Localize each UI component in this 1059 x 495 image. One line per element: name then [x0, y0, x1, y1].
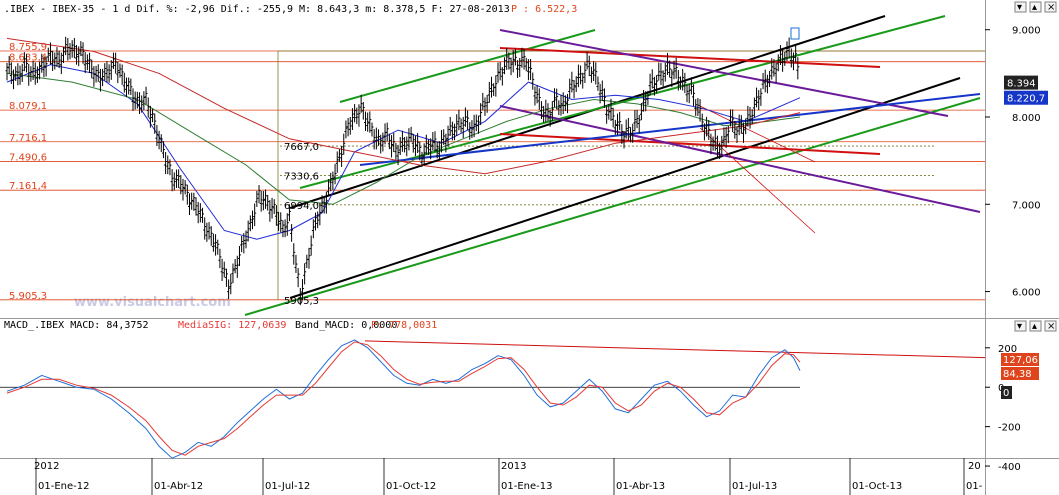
- x-tick-label: 01-Ene-12: [38, 481, 89, 492]
- price-header-p: P : 6.522,3: [511, 4, 577, 15]
- macd-value-tag: [1001, 386, 1012, 399]
- price-tag-label: 8.394: [1007, 79, 1036, 90]
- x-tick-label: 01-Jul-13: [732, 481, 777, 492]
- level-label: 7.490,6: [9, 152, 47, 163]
- x-tick-label: 01-Oct-12: [386, 481, 436, 492]
- blue-trendline: [359, 93, 981, 166]
- y-tick-label: 6.000: [1012, 288, 1041, 299]
- level-label: 8.633,4: [9, 53, 47, 64]
- macd-maximize-icon: ▴: [1032, 321, 1037, 332]
- purple-downtrend-upper: [499, 29, 949, 117]
- maximize-button[interactable]: [1029, 1, 1042, 13]
- level-label: 7.716,1: [9, 133, 47, 144]
- x-tick-label: 01-Ene-13: [501, 481, 552, 492]
- price-annotations: 7667,0 7330,6 6994,0 5905,3: [284, 142, 319, 307]
- minimize-icon: ▾: [1017, 2, 1022, 13]
- macd-trendline: [364, 340, 986, 359]
- trendlines: [244, 15, 981, 316]
- annotation-label: 5905,3: [284, 296, 319, 307]
- maximize-icon: ▴: [1032, 2, 1037, 13]
- red-support-line: [499, 133, 881, 155]
- y-tick-label: 9.000: [1012, 26, 1041, 37]
- price-tag: [1004, 90, 1048, 105]
- close-button[interactable]: [1044, 1, 1057, 13]
- annotation-label: 6994,0: [284, 201, 319, 212]
- macd-minimize-button[interactable]: [1014, 320, 1027, 332]
- price-bars: [5, 36, 800, 306]
- macd-maximize-button[interactable]: [1029, 320, 1042, 332]
- macd-minimize-icon: ▾: [1017, 321, 1022, 332]
- green-channel-top: [339, 29, 596, 103]
- year-label: 20: [968, 461, 981, 472]
- macd-series-2: [6, 341, 801, 456]
- y-tick-label: 7.000: [1012, 200, 1041, 211]
- x-tick-label: 01-Abr-13: [616, 481, 665, 492]
- green-channel-lower: [244, 97, 981, 316]
- price-panel-buttons: ▾ ▴ ×: [1014, 1, 1057, 13]
- ma-line-3: [6, 37, 801, 175]
- y-tick-label: 8.000: [1012, 113, 1041, 124]
- close-icon: ×: [1047, 2, 1055, 13]
- macd-panel-buttons: ▾ ▴ ×: [1014, 320, 1057, 332]
- macd-close-icon: ×: [1047, 321, 1055, 332]
- macd-header-signal: MediaSIG: 127,0639: [178, 320, 286, 331]
- macd-header-p: P: 778,0031: [371, 320, 437, 331]
- macd-header-name: MACD_.IBEX MACD: 84,3752: [4, 320, 149, 331]
- macd-close-button[interactable]: [1044, 320, 1057, 332]
- macd-value-tag: [1001, 353, 1039, 366]
- level-label: 5.905,3: [9, 291, 47, 302]
- annotation-label: 7330,6: [284, 171, 319, 182]
- price-axis: 6.000 7.000 8.000 9.000 8.394 8.220,7: [985, 26, 1048, 299]
- level-label: 7.161,4: [9, 181, 47, 192]
- price-tag-label: 8.220,7: [1007, 94, 1045, 105]
- red-resistance-line: [499, 47, 881, 68]
- purple-downtrend-lower: [499, 105, 981, 213]
- macd-header-band: Band_MACD: 0,0000: [295, 320, 397, 331]
- minimize-button[interactable]: [1014, 1, 1027, 13]
- macd-value-tag-label: 127,06: [1003, 355, 1038, 366]
- watermark: www.visualchart.com: [74, 295, 231, 310]
- year-label: 2012: [34, 461, 59, 472]
- macd-y-tick-label: 200: [998, 344, 1017, 355]
- red-thin-line-2: [699, 105, 816, 163]
- x-tick-label: 01-Oct-13: [852, 481, 902, 492]
- x-tick-label: 01-Jul-12: [265, 481, 310, 492]
- time-axis: 01-Ene-12 01-Abr-12 01-Jul-12 01-Oct-12 01-E…: [34, 458, 983, 495]
- macd-y-tick-label: -400: [998, 462, 1021, 473]
- macd-series-1: [6, 339, 801, 459]
- level-label: 8.079,1: [9, 101, 47, 112]
- black-channel-lower: [289, 77, 961, 299]
- price-tag: [1004, 75, 1038, 90]
- macd-value-tag: [1001, 367, 1039, 380]
- marker-box: [790, 27, 800, 40]
- macd-value-tag-label: 0: [1003, 388, 1009, 399]
- price-header: .IBEX - IBEX-35 - 1 d Dif. %: -2,96 Dif.…: [4, 4, 510, 15]
- annotation-label: 7667,0: [284, 142, 319, 153]
- macd-value-tag-label: 84,38: [1003, 369, 1032, 380]
- x-tick-label: 01-: [966, 481, 983, 492]
- level-label: 8.755,9: [9, 42, 47, 53]
- macd-y-tick-label: -200: [998, 423, 1021, 434]
- x-tick-label: 01-Abr-12: [154, 481, 203, 492]
- year-label: 2013: [501, 461, 526, 472]
